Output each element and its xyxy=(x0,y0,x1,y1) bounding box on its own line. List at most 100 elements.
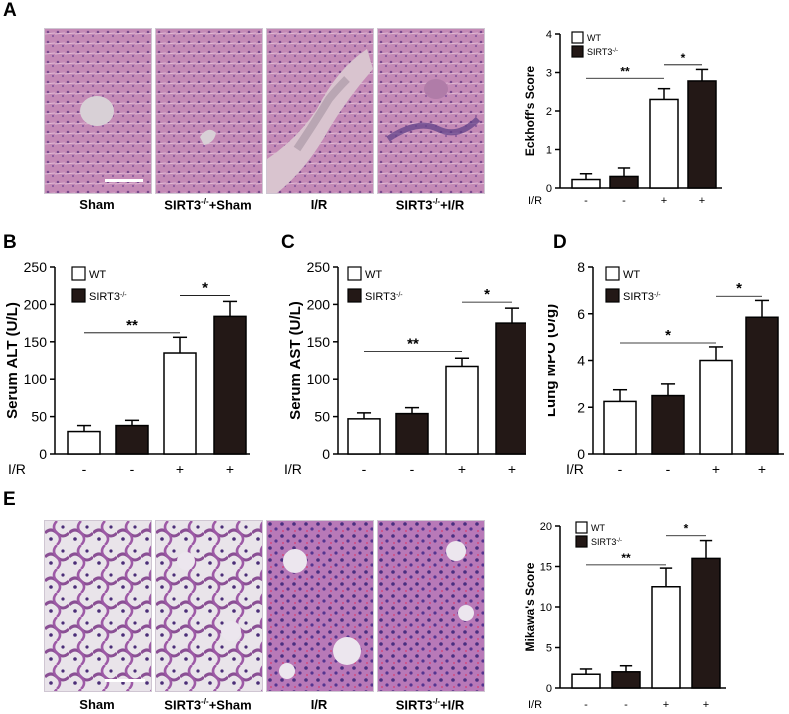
legend-label: WT xyxy=(587,33,601,43)
chart-lung-mpo: 0 2 4 6 8 Lung MPO (U/g) - - + + I/R * * WT SIRT3-/- xyxy=(548,259,784,477)
category-label: + xyxy=(758,461,766,477)
legend-label: WT xyxy=(365,269,382,281)
bar-d-2 xyxy=(699,359,733,455)
bar-b-3 xyxy=(213,315,247,455)
significance-mark: ** xyxy=(407,336,419,353)
bar-e-2 xyxy=(651,586,681,689)
category-label: + xyxy=(508,461,516,477)
y-axis-title: Mikawa's Score xyxy=(523,562,537,651)
legend-swatch xyxy=(71,266,86,281)
significance-mark: * xyxy=(665,327,671,344)
label-sirt3-sham-a: SIRT3-/-+Sham xyxy=(164,197,252,213)
category-label: - xyxy=(584,195,588,207)
y-tick-label: 1 xyxy=(546,144,552,156)
y-tick-label: 4 xyxy=(577,353,585,369)
legend-swatch xyxy=(575,521,588,534)
y-axis-title: Eckhoff's Score xyxy=(523,66,537,157)
liver-micrograph-sirt3-ir xyxy=(377,28,485,194)
y-tick-label: 2 xyxy=(577,399,585,415)
category-label: - xyxy=(624,699,628,711)
bar-c-0 xyxy=(347,418,381,455)
category-label: - xyxy=(618,461,623,477)
y-tick-label: 100 xyxy=(307,371,331,387)
legend-swatch xyxy=(71,288,86,303)
y-tick-label: 200 xyxy=(24,296,48,312)
legend-label: SIRT3-/- xyxy=(587,47,618,57)
category-label: - xyxy=(82,461,87,477)
bar-a-3 xyxy=(687,80,717,189)
significance-mark: ** xyxy=(621,551,631,565)
bar-d-3 xyxy=(745,316,779,455)
label-sham-a: Sham xyxy=(79,197,115,212)
ir-row-label: I/R xyxy=(8,461,26,477)
legend-label: SIRT3-/- xyxy=(365,291,403,303)
label-ir-a: I/R xyxy=(310,197,328,212)
panel-letter-a: A xyxy=(3,0,17,21)
legend-label: SIRT3-/- xyxy=(591,537,622,547)
bar-e-1 xyxy=(611,671,641,689)
y-tick-label: 4 xyxy=(546,29,552,41)
y-tick-label: 0 xyxy=(546,183,552,195)
panel-letter-b: B xyxy=(3,232,17,253)
y-axis-title: Lung MPO (U/g) xyxy=(548,304,559,417)
bar-e-3 xyxy=(691,557,721,689)
y-tick-label: 20 xyxy=(540,521,552,533)
y-tick-label: 8 xyxy=(577,259,585,275)
y-tick-label: 250 xyxy=(307,259,331,275)
legend-swatch xyxy=(347,266,362,281)
significance-mark: * xyxy=(484,286,490,303)
category-label: - xyxy=(410,461,415,477)
scale-bar-lung xyxy=(105,679,145,682)
bar-d-1 xyxy=(651,394,685,455)
bar-c-2 xyxy=(445,365,479,455)
y-tick-label: 2 xyxy=(546,106,552,118)
y-tick-label: 150 xyxy=(24,334,48,350)
ir-row-label: I/R xyxy=(528,699,542,711)
y-tick-label: 100 xyxy=(24,371,48,387)
category-label: + xyxy=(712,461,720,477)
y-tick-label: 5 xyxy=(546,642,552,654)
category-label: - xyxy=(130,461,135,477)
legend-swatch xyxy=(571,31,584,44)
y-tick-label: 0 xyxy=(577,446,585,462)
bar-e-0 xyxy=(571,673,601,689)
liver-micrograph-ir xyxy=(266,28,374,194)
category-label: + xyxy=(176,461,184,477)
lung-micrograph-ir xyxy=(266,520,374,692)
legend-swatch xyxy=(575,535,588,548)
panel-letter-c: C xyxy=(281,232,295,253)
label-ir-e: I/R xyxy=(310,697,328,712)
legend-label: WT xyxy=(623,269,640,281)
y-tick-label: 10 xyxy=(540,602,552,614)
category-label: + xyxy=(663,699,669,711)
legend-swatch xyxy=(347,288,362,303)
legend-swatch xyxy=(571,45,584,58)
panel-letter-d: D xyxy=(553,232,567,253)
significance-mark: * xyxy=(681,51,686,65)
ir-row-label: I/R xyxy=(284,461,302,477)
significance-mark: ** xyxy=(620,64,630,78)
bar-b-1 xyxy=(115,424,149,455)
y-axis-title: Serum ALT (U/L) xyxy=(4,302,21,419)
y-tick-label: 150 xyxy=(307,334,331,350)
label-sham-e: Sham xyxy=(79,697,115,712)
significance-mark: * xyxy=(684,522,689,536)
category-label: + xyxy=(458,461,466,477)
bar-b-0 xyxy=(67,430,101,455)
y-axis-title: Serum AST (U/L) xyxy=(287,301,304,420)
scale-bar xyxy=(105,179,143,182)
y-tick-label: 15 xyxy=(540,561,552,573)
panel-letter-e: E xyxy=(3,489,16,510)
significance-mark: * xyxy=(202,279,208,296)
y-tick-label: 200 xyxy=(307,296,331,312)
liver-micrograph-sirt3-sham xyxy=(155,28,263,194)
category-label: - xyxy=(362,461,367,477)
legend-label: WT xyxy=(89,269,106,281)
bar-a-2 xyxy=(649,98,679,189)
label-sirt3-ir-a: SIRT3-/-+I/R xyxy=(395,197,465,213)
liver-micrograph-sham xyxy=(44,28,152,194)
